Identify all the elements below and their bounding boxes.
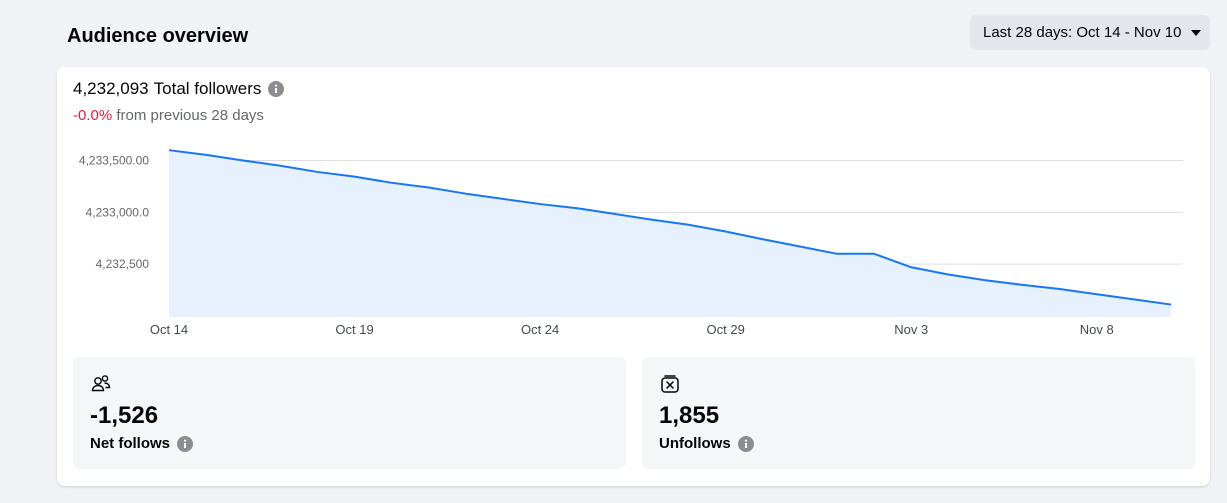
net-follows-label: Net follows [90, 435, 171, 452]
y-tick-label: 4,232,500 [96, 257, 150, 271]
unfollows-label: Unfollows [659, 435, 731, 452]
unfollow-icon [661, 375, 679, 393]
x-tick-label: Oct 29 [707, 322, 745, 337]
page-title: Audience overview [67, 25, 249, 47]
change-value: -0.0% [73, 107, 113, 124]
x-tick-label: Oct 19 [335, 322, 373, 337]
net-follows-label-row: Net follows [90, 435, 194, 453]
caret-down-icon [1191, 29, 1202, 36]
net-follows-value: -1,526 [90, 402, 159, 429]
date-range-label: Last 28 days: Oct 14 - Nov 10 [983, 24, 1182, 41]
y-tick-label: 4,233,000.0 [86, 205, 150, 219]
info-icon[interactable] [268, 81, 285, 97]
info-icon[interactable] [177, 436, 194, 452]
x-tick-label: Nov 8 [1080, 322, 1114, 337]
total-followers-label: Total followers [153, 79, 262, 98]
y-tick-label: 4,233,500.00 [79, 154, 149, 168]
unfollows-value: 1,855 [659, 402, 720, 429]
x-tick-label: Nov 3 [894, 322, 928, 337]
net-follows-card: -1,526 Net follows [73, 357, 626, 469]
change-row: -0.0% from previous 28 days [73, 107, 264, 125]
audience-card: 4,232,093 Total followers -0.0% from pre… [57, 67, 1210, 486]
total-followers-row: 4,232,093 Total followers [73, 79, 285, 99]
info-icon[interactable] [737, 436, 754, 452]
x-tick-label: Oct 14 [150, 322, 188, 337]
followers-line [168, 149, 1172, 306]
people-icon [91, 375, 111, 392]
date-range-dropdown[interactable]: Last 28 days: Oct 14 - Nov 10 [970, 15, 1210, 50]
unfollows-card: 1,855 Unfollows [642, 357, 1195, 469]
change-suffix: from previous 28 days [116, 107, 264, 124]
x-tick-label: Oct 24 [521, 322, 559, 337]
total-followers-value: 4,232,093 [73, 79, 149, 98]
unfollows-label-row: Unfollows [659, 435, 754, 453]
area-fill [169, 150, 1171, 317]
followers-chart: 4,233,500.00 4,233,000.0 4,232,500 Oct 14 Oc… [79, 149, 1183, 337]
